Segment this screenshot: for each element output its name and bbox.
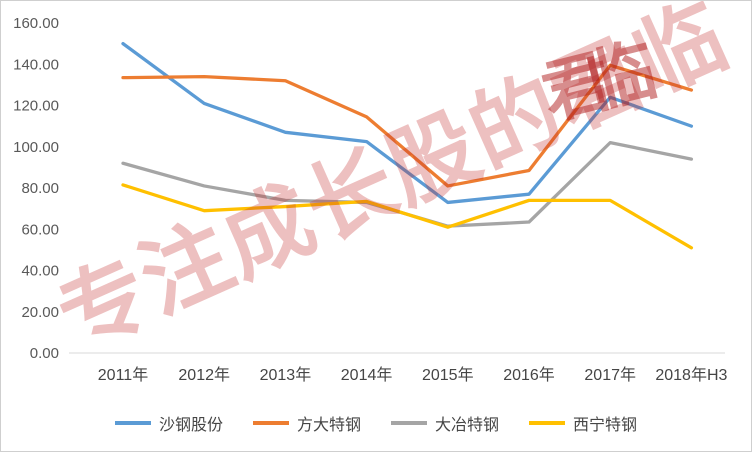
legend-item: 大冶特钢 — [391, 411, 499, 435]
legend-item: 沙钢股份 — [114, 411, 223, 435]
y-axis-tick-label: 60.00 — [21, 221, 59, 238]
y-axis-tick-label: 140.00 — [13, 56, 59, 73]
series-line-沙钢股份 — [121, 41, 694, 205]
legend-swatch — [114, 421, 151, 425]
y-axis-tick-label: 40.00 — [21, 263, 59, 280]
x-axis-tick-label: 2014年 — [341, 366, 393, 384]
legend-swatch — [252, 421, 289, 425]
x-axis-tick-label: 2017年 — [584, 366, 636, 384]
y-axis-tick-label: 0.00 — [30, 345, 59, 362]
y-axis-tick-label: 100.00 — [13, 139, 59, 156]
series-line-西宁特钢 — [121, 183, 694, 250]
x-axis-tick-label: 2015年 — [422, 366, 474, 384]
y-axis-tick-label: 20.00 — [21, 304, 59, 321]
x-axis-tick-label: 2012年 — [178, 366, 230, 384]
x-axis-tick-label: 2018年H3 — [655, 366, 727, 384]
legend-swatch — [391, 421, 427, 425]
legend-label: 大冶特钢 — [435, 417, 500, 434]
legend-label: 西宁特钢 — [573, 417, 638, 434]
legend-label: 沙钢股份 — [158, 417, 223, 434]
y-axis-tick-label: 80.00 — [21, 180, 59, 197]
x-axis-tick-label: 2016年 — [503, 366, 555, 384]
x-axis-tick-label: 2013年 — [260, 366, 312, 384]
chart-legend: 沙钢股份 方大特钢 大冶特钢 西宁特钢 — [1, 405, 751, 441]
legend-label: 方大特钢 — [296, 417, 361, 434]
legend-swatch — [529, 421, 566, 425]
y-axis-tick-label: 160.00 — [13, 15, 59, 32]
y-axis-tick-label: 120.00 — [13, 98, 59, 115]
legend-item: 方大特钢 — [252, 411, 361, 435]
series-line-方大特钢 — [121, 63, 694, 188]
legend-item: 西宁特钢 — [529, 411, 637, 435]
x-axis-tick-label: 2011年 — [98, 366, 148, 384]
